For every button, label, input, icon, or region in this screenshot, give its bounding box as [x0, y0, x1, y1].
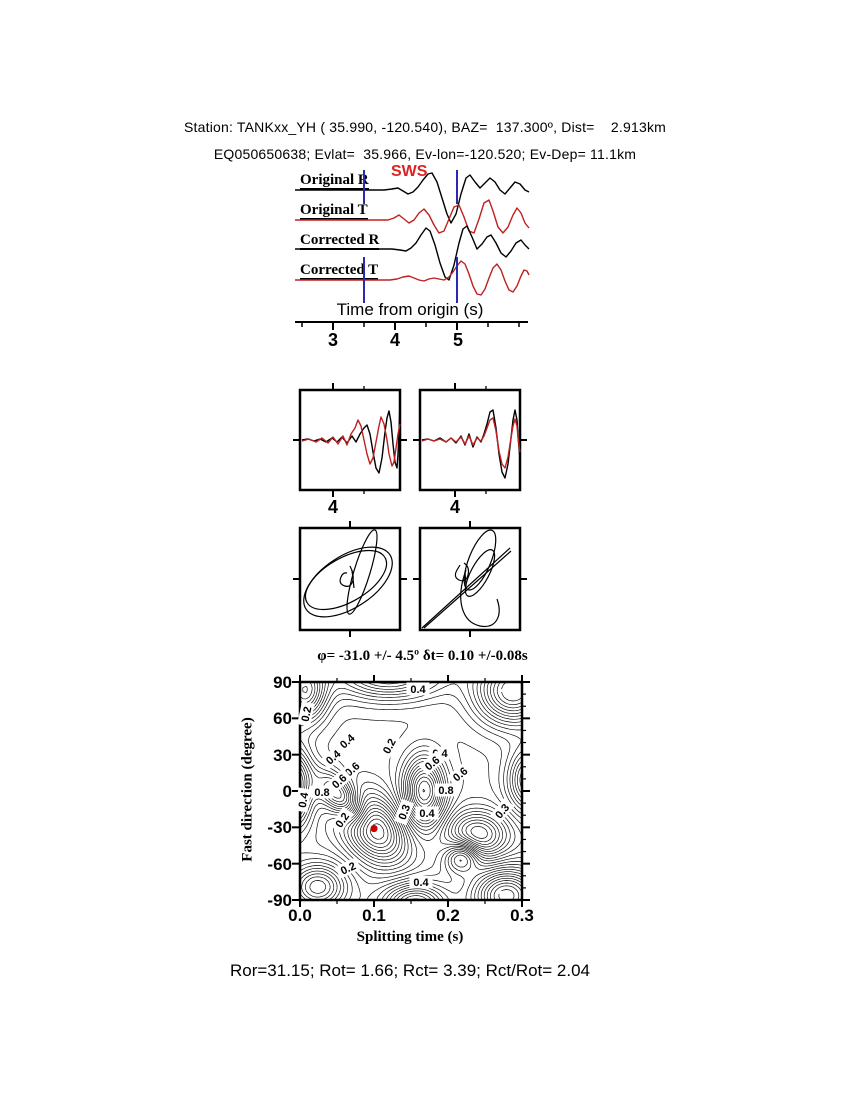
- time-tick-5: 5: [452, 330, 463, 350]
- svg-text:0.2: 0.2: [339, 860, 358, 877]
- contour-label-0.8: 0.8: [310, 785, 334, 799]
- contour-label-0.8: 0.8: [434, 783, 458, 797]
- best-solution-marker: [370, 824, 378, 833]
- waveform-traces-plot: [295, 170, 530, 303]
- ytick-90: 90: [273, 673, 292, 692]
- compare-left-tick-label: 4: [327, 497, 338, 517]
- svg-text:0.4: 0.4: [297, 791, 312, 809]
- contour-title: φ= -31.0 +/- 4.5º δt= 0.10 +/-0.08s: [317, 648, 528, 664]
- particle-motion-panels: [293, 521, 527, 637]
- svg-text:0.3: 0.3: [397, 803, 414, 821]
- svg-text:0.4: 0.4: [413, 877, 429, 889]
- ytick-0: 0: [282, 782, 292, 801]
- svg-text:0.2: 0.2: [300, 705, 315, 722]
- time-axis-label: Time from origin (s): [336, 300, 484, 319]
- motion-loop: [346, 529, 378, 615]
- contour-ticks: [292, 675, 530, 907]
- compare-panel-corrected: [413, 383, 527, 497]
- contour-label-0.4: 0.4: [415, 806, 439, 820]
- compare-panel-uncorrected: [293, 383, 407, 497]
- ytick-neg90: -90: [267, 891, 292, 910]
- time-axis: [295, 321, 528, 330]
- contour-label-0.2: 0.2: [334, 857, 362, 879]
- contour-xlabel: Splitting time (s): [356, 929, 464, 945]
- contour-label-0.4: 0.4: [294, 787, 312, 813]
- trace-label-original-r: Original R: [300, 172, 369, 190]
- xtick-0.2: 0.2: [436, 906, 460, 925]
- ytick-neg60: -60: [267, 855, 292, 874]
- motion-path: [339, 565, 354, 587]
- svg-text:0.8: 0.8: [314, 787, 329, 799]
- xtick-0.3: 0.3: [510, 906, 534, 925]
- trace-corrected-t: [295, 260, 530, 296]
- compare-trace: [301, 401, 401, 474]
- compare-trace: [301, 416, 401, 467]
- motion-path: [464, 571, 467, 587]
- contour-label-0.2: 0.2: [377, 732, 401, 760]
- error-surface-contour-plot: 0.40.20.2 0.40.60.60.80.4 0.30.40.40.60.60…: [292, 675, 530, 907]
- ytick-60: 60: [273, 709, 292, 728]
- motion-loop: [304, 549, 388, 611]
- trace-original-t: [295, 199, 530, 234]
- panel-frame: [418, 526, 522, 632]
- svg-text:0.4: 0.4: [419, 808, 435, 820]
- trace-label-corrected-t: Corrected T: [300, 262, 379, 280]
- sws-phase-label: SWS: [391, 163, 428, 180]
- contour-label-0.4: 0.4: [406, 682, 430, 696]
- svg-text:0.8: 0.8: [438, 785, 453, 797]
- station-header-line: Station: TANKxx_YH ( 35.990, -120.540), …: [183, 119, 667, 135]
- trace-label-original-t: Original T: [300, 202, 368, 220]
- white-dash: [497, 891, 511, 894]
- xtick-0.0: 0.0: [288, 906, 312, 925]
- motion-path: [460, 569, 500, 627]
- motion-loop: [463, 529, 497, 591]
- motion-path: [454, 562, 470, 582]
- ytick-30: 30: [273, 746, 292, 765]
- event-header-line: EQ050650638; Evlat= 35.966, Ev-lon=-120.…: [213, 146, 637, 162]
- contour-label-0.3: 0.3: [393, 798, 415, 826]
- time-tick-3: 3: [327, 330, 338, 350]
- svg-text:0.4: 0.4: [410, 684, 426, 696]
- motion-path: [351, 569, 355, 589]
- time-tick-4: 4: [389, 330, 400, 350]
- particle-motion-panel-uncorrected: [293, 521, 407, 637]
- white-dash: [499, 689, 512, 692]
- particle-motion-panel-corrected: [413, 521, 527, 637]
- motion-path: [423, 550, 512, 629]
- compare-right-tick-label: 4: [449, 497, 460, 517]
- quality-stats-line: Ror=31.15; Rot= 1.66; Rct= 3.39; Rct/Rot…: [229, 961, 591, 980]
- contour-label-0.3: 0.3: [489, 797, 515, 825]
- compare-trace: [421, 417, 521, 469]
- ytick-neg30: -30: [267, 818, 292, 837]
- motion-path: [421, 547, 511, 629]
- seismogram-traces: [295, 172, 530, 296]
- xtick-0.1: 0.1: [362, 906, 386, 925]
- analysis-window-markers: [363, 170, 458, 303]
- motion-loop: [464, 549, 496, 597]
- contour-ylabel: Fast direction (degree): [239, 717, 256, 862]
- motion-loop: [303, 546, 393, 618]
- contour-label-0.4: 0.4: [409, 875, 433, 889]
- trace-corrected-r: [295, 225, 530, 281]
- trace-original-r: [295, 172, 530, 224]
- fast-slow-panels: [293, 383, 527, 497]
- contour-label-0.2: 0.2: [297, 701, 315, 727]
